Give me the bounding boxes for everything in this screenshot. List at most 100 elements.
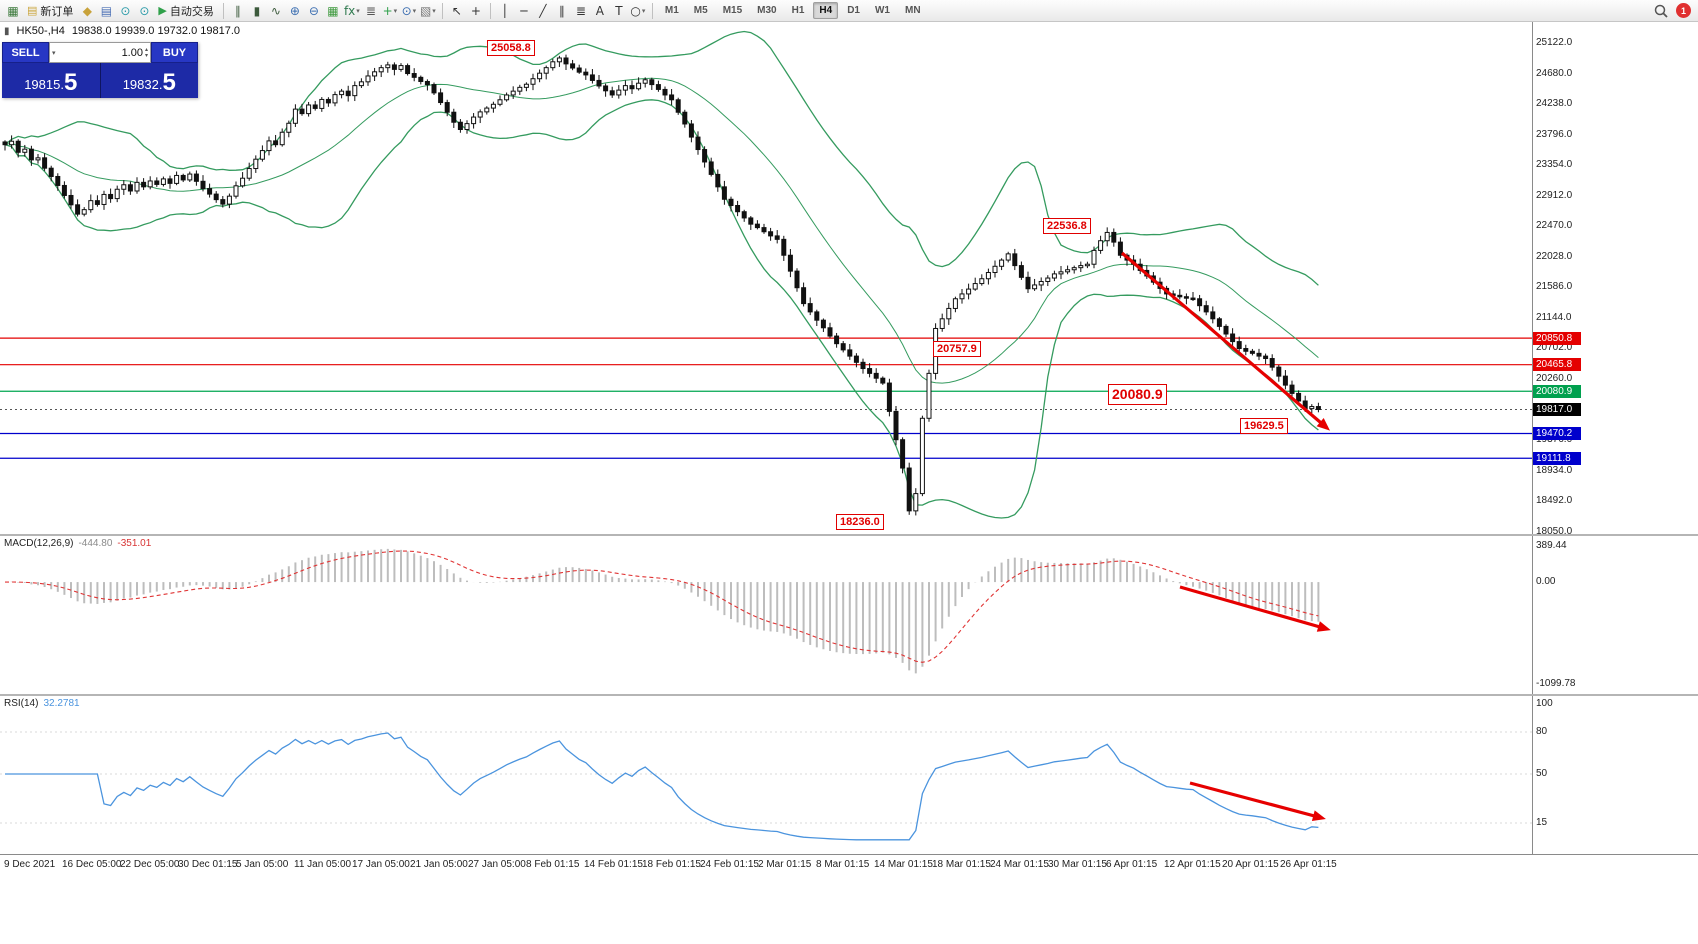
spinner-up-icon[interactable]: ▴ — [144, 46, 148, 53]
toolbar: ▦ ▤ 新订单 ◆ ▤ ⊙ ⊙ ▶ 自动交易 ∥ ▮ ∿ ⊕ ⊖ ▦ fx ▾ ≣ + ▾ ⊙ ▾ ▧ ▾ ↖ + │ ─ ╱ ∥ ≣ A T ○… — [0, 0, 1698, 22]
time-tick: 26 Apr 01:15 — [1280, 859, 1337, 870]
timeframe-d1[interactable]: D1 — [847, 5, 860, 16]
macd-name: MACD(12,26,9) — [4, 538, 74, 549]
spinner-down-icon[interactable]: ▾ — [144, 52, 148, 59]
timeframe-m15[interactable]: M15 — [722, 5, 743, 16]
text-icon: A — [595, 3, 604, 18]
tile-windows-icon[interactable]: ▦ — [324, 2, 342, 20]
price-tick: 22028.0 — [1536, 250, 1573, 262]
volume-dropdown-icon[interactable]: ▾ — [52, 49, 56, 57]
price-tick: 20702.0 — [1536, 342, 1573, 354]
cursor-icon[interactable]: ↖ — [448, 2, 466, 20]
crosshair-icon[interactable]: + — [467, 2, 485, 20]
line-chart-mode-icon: ∿ — [270, 3, 281, 18]
price-tick: 21144.0 — [1536, 311, 1572, 323]
one-click-trading-panel: SELL ▾ 1.00 ▴ ▾ BUY 19815. 5 19832. 5 — [2, 42, 198, 98]
axis-price-box: 19470.2 — [1533, 426, 1581, 440]
trendline-icon: ╱ — [539, 3, 547, 18]
notification-badge[interactable]: 1 — [1676, 3, 1691, 18]
objects-list-icon[interactable]: ≣ — [362, 2, 380, 20]
macd-canvas[interactable] — [0, 536, 1532, 694]
time-axis[interactable]: 9 Dec 2021 16 Dec 05:00 22 Dec 05:00 30 Dec… — [0, 854, 1698, 874]
cursor-icon: ↖ — [451, 3, 462, 18]
timeframe-m5[interactable]: M5 — [693, 5, 708, 16]
main-chart-panel: ▮ HK50-,H4 19838.0 19939.0 19732.0 19817… — [0, 22, 1698, 537]
timeframe-mn[interactable]: MN — [904, 5, 921, 16]
vertical-line-icon: │ — [501, 3, 509, 18]
macd-tick: -1099.78 — [1536, 678, 1576, 689]
text-label-icon[interactable]: T — [610, 2, 628, 20]
rsi-value: 32.2781 — [43, 698, 80, 709]
macd-main-value: -444.80 — [78, 538, 113, 549]
new-chart-icon[interactable]: ▦ — [4, 2, 22, 20]
search-icon[interactable] — [1654, 4, 1668, 18]
candlestick-mode-icon[interactable]: ▮ — [248, 2, 266, 20]
chart-ohlc-values: 19838.0 19939.0 19732.0 19817.0 — [71, 25, 241, 37]
new-order-button[interactable]: ▤ 新订单 — [23, 2, 77, 20]
zoom-out-icon[interactable]: ⊖ — [305, 2, 323, 20]
timeframe-m30[interactable]: M30 — [757, 5, 777, 16]
text-icon[interactable]: A — [591, 2, 609, 20]
price-tick: 20260.0 — [1536, 372, 1573, 384]
tile-windows-icon: ▦ — [327, 3, 339, 18]
add-indicator-icon[interactable]: + ▾ — [381, 2, 399, 20]
crosshair-icon: + — [470, 3, 481, 18]
horizontal-line-icon[interactable]: ─ — [515, 2, 533, 20]
volume-spinner[interactable]: ▴ ▾ — [145, 47, 148, 59]
timeframe-m1[interactable]: M1 — [664, 5, 679, 16]
auto-trading-button[interactable]: ▶ 自动交易 — [154, 2, 217, 20]
shapes-icon[interactable]: ○ ▾ — [629, 2, 647, 20]
price-callout: 19629.5 — [1240, 418, 1288, 434]
main-chart-canvas[interactable] — [0, 22, 1532, 534]
price-tick: 18050.0 — [1536, 525, 1573, 537]
price-axis[interactable]: 25122.0 24680.0 24238.0 23796.0 23354.0 22912… — [1532, 22, 1698, 537]
print-icon[interactable]: ▤ — [97, 2, 115, 20]
buy-price[interactable]: 19832. 5 — [100, 63, 198, 98]
refresh-icon[interactable]: ⊙ — [116, 2, 134, 20]
panel-splitter[interactable] — [0, 534, 1698, 536]
zoom-in-icon[interactable]: ⊕ — [286, 2, 304, 20]
volume-value[interactable]: 1.00 — [121, 46, 143, 59]
chevron-down-icon: ▾ — [432, 6, 436, 15]
time-tick: 16 Dec 05:00 — [62, 859, 122, 870]
rsi-tick: 50 — [1536, 768, 1548, 779]
history-center-icon[interactable]: ⊙ — [135, 2, 153, 20]
rsi-canvas[interactable] — [0, 696, 1532, 854]
price-tick: 18934.0 — [1536, 464, 1573, 476]
periods-icon[interactable]: ⊙ ▾ — [400, 2, 418, 20]
metaeditor-icon[interactable]: ◆ — [78, 2, 96, 20]
time-tick: 21 Jan 05:00 — [410, 859, 468, 870]
vertical-line-icon[interactable]: │ — [496, 2, 514, 20]
toolbar-separator — [441, 2, 443, 19]
timeframe-h1[interactable]: H1 — [791, 5, 805, 16]
indicators-icon[interactable]: fx ▾ — [343, 2, 361, 20]
bar-chart-mode-icon[interactable]: ∥ — [229, 2, 247, 20]
timeframe-h4[interactable]: H4 — [813, 2, 839, 19]
sell-price[interactable]: 19815. 5 — [2, 63, 101, 98]
time-tick: 14 Feb 01:15 — [584, 859, 643, 870]
buy-button[interactable]: BUY — [151, 42, 198, 63]
volume-stepper[interactable]: ▾ 1.00 ▴ ▾ — [49, 42, 151, 63]
bar-chart-mode-icon: ∥ — [234, 3, 241, 18]
price-callout: 18236.0 — [836, 514, 884, 530]
price-tick: 24238.0 — [1536, 98, 1573, 110]
line-chart-mode-icon[interactable]: ∿ — [267, 2, 285, 20]
sell-price-main: 19815. — [24, 77, 64, 92]
time-tick: 18 Feb 01:15 — [642, 859, 701, 870]
equidistant-channel-icon[interactable]: ∥ — [553, 2, 571, 20]
panel-splitter[interactable] — [0, 694, 1698, 696]
price-tick: 22470.0 — [1536, 220, 1573, 232]
horizontal-line-icon: ─ — [520, 3, 528, 18]
trendline-icon[interactable]: ╱ — [534, 2, 552, 20]
time-tick: 27 Jan 05:00 — [468, 859, 526, 870]
fibonacci-icon[interactable]: ≣ — [572, 2, 590, 20]
rsi-tick: 100 — [1536, 698, 1553, 709]
time-tick: 24 Feb 01:15 — [700, 859, 759, 870]
price-tick: 24680.0 — [1536, 67, 1573, 79]
timeframe-w1[interactable]: W1 — [874, 5, 890, 16]
sell-button[interactable]: SELL — [2, 42, 49, 63]
auto-trading-button-label: 自动交易 — [169, 5, 214, 18]
templates-icon[interactable]: ▧ ▾ — [419, 2, 437, 20]
indicators-icon: fx — [343, 3, 356, 18]
candlestick-mode-icon: ▮ — [253, 3, 261, 18]
